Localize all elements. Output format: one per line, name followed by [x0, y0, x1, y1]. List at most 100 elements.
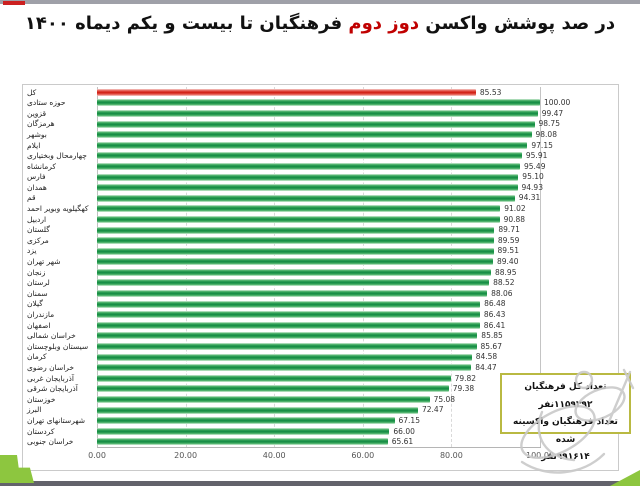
chart-title: در صد پوشش واکسن دوز دوم فرهنگیان تا بیس… [0, 13, 640, 34]
bar-track: 85.67 [97, 341, 618, 352]
bar-value-label: 79.82 [454, 373, 477, 383]
bar-value-label: 98.75 [538, 119, 560, 129]
category-label: هرمزگان [27, 119, 55, 129]
bar-value-label: 91.02 [504, 204, 526, 214]
bar-row: کرمانشاه 95.49 [23, 161, 618, 172]
province-bar [97, 343, 477, 351]
bar-track: 84.47 [97, 362, 618, 373]
bar-value-label: 86.41 [483, 320, 506, 330]
bar-row: سیستان وبلوچستان 85.67 [23, 341, 618, 352]
bar-row: گیلان 86.48 [23, 299, 618, 310]
bar-value-label: 99.47 [541, 108, 564, 118]
bar-row: مازندران 86.43 [23, 309, 618, 320]
category-label: خراسان شمالی [27, 331, 76, 341]
province-bar [97, 374, 451, 382]
bar-value-label: 66.00 [393, 426, 415, 436]
bar-value-label: 98.08 [535, 129, 557, 139]
bar-rows: کل 85.53 حوزه ستادی 100.00 قزوین 99.47 هرمزگان… [23, 87, 618, 447]
bar-row: کهگیلویه وبویر احمد 91.02 [23, 204, 618, 215]
bar-value-label: 85.67 [480, 341, 502, 351]
province-bar [97, 215, 500, 223]
category-label: کهگیلویه وبویر احمد [27, 204, 89, 214]
category-label: خراسان رضوی [27, 362, 75, 372]
category-label: گلستان [27, 225, 50, 235]
province-bar [97, 311, 480, 319]
bar-row: البرز 72.47 [23, 405, 618, 416]
category-label: اردبیل [27, 214, 47, 224]
bottom-divider-bar [0, 481, 640, 486]
province-bar [97, 268, 491, 276]
bar-row: گلستان 89.71 [23, 225, 618, 236]
bar-track: 85.53 [97, 87, 618, 98]
bar-value-label: 86.48 [484, 299, 506, 309]
bar-track: 89.59 [97, 235, 618, 246]
category-label: آذربایجان شرقی [27, 384, 78, 394]
category-label: زنجان [27, 267, 46, 277]
category-label: کردستان [27, 426, 55, 436]
bar-row: سمنان 88.06 [23, 288, 618, 299]
category-label: چهارمحال وبختیاری [27, 151, 87, 161]
category-label: یزد [27, 246, 37, 256]
province-bar [97, 205, 501, 213]
bar-track: 86.41 [97, 320, 618, 331]
bar-track: 89.40 [97, 257, 618, 268]
category-label: قزوین [27, 108, 47, 118]
category-label: کل [27, 87, 37, 97]
chart-title-highlight: دوز دوم [348, 13, 420, 34]
vertical-gridline [451, 87, 453, 447]
province-bar [97, 258, 493, 266]
bar-row: هرمزگان 98.75 [23, 119, 618, 130]
bar-value-label: 85.53 [479, 87, 502, 97]
bar-track: 97.15 [97, 140, 618, 151]
vertical-gridline [274, 87, 276, 447]
bar-row: خراسان جنوبی 65.61 [23, 437, 618, 448]
bar-value-label: 97.15 [531, 140, 553, 150]
bar-value-label: 100.00 [544, 98, 571, 108]
bar-row: آذربایجان شرقی 79.38 [23, 384, 618, 395]
bar-track: 99.47 [97, 108, 618, 119]
bar-track: 86.48 [97, 299, 618, 310]
bar-row: آذربایجان غربی 79.82 [23, 373, 618, 384]
province-bar [97, 290, 488, 298]
province-bar [97, 300, 481, 308]
bar-track: 88.06 [97, 288, 618, 299]
bar-track: 65.61 [97, 437, 618, 448]
bar-row: یزد 89.51 [23, 246, 618, 257]
province-bar [97, 131, 532, 139]
bar-track: 95.10 [97, 172, 618, 183]
bar-row: ایلام 97.15 [23, 140, 618, 151]
category-label: کرمان [27, 352, 47, 362]
category-label: مازندران [27, 310, 55, 320]
bar-row: قزوین 99.47 [23, 108, 618, 119]
province-bar [97, 173, 519, 181]
category-label: ایلام [27, 140, 41, 150]
province-bar [97, 184, 518, 192]
bar-row: کردستان 66.00 [23, 426, 618, 437]
x-axis-tick-label: 60.00 [351, 451, 375, 460]
category-label: خراسان جنوبی [27, 437, 74, 447]
bar-row: خوزستان 75.08 [23, 394, 618, 405]
category-label: آذربایجان غربی [27, 373, 74, 383]
bar-row: همدان 94.93 [23, 182, 618, 193]
bar-track: 86.43 [97, 309, 618, 320]
bar-track: 91.02 [97, 204, 618, 215]
category-label: فارس [27, 172, 46, 182]
x-axis-tick-label: 0.00 [88, 451, 106, 460]
bar-row: زنجان 88.95 [23, 267, 618, 278]
bar-value-label: 85.85 [481, 331, 503, 341]
bar-track: 85.85 [97, 331, 618, 342]
category-label: قم [27, 193, 36, 203]
bar-track: 75.08 [97, 394, 618, 405]
bar-row: خراسان رضوی 84.47 [23, 362, 618, 373]
x-axis-line [97, 447, 541, 448]
province-bar [97, 162, 520, 170]
bar-track: 72.47 [97, 405, 618, 416]
total-bar [97, 88, 476, 96]
category-label: همدان [27, 182, 47, 192]
category-label: کرمانشاه [27, 161, 57, 171]
infobox-line-vaccinated: تعداد فرهنگیان واکسینه شده [513, 417, 618, 445]
bar-value-label: 94.93 [521, 182, 543, 192]
bar-track: 100.00 [97, 98, 618, 109]
bar-value-label: 95.49 [524, 161, 546, 171]
province-bar [97, 353, 472, 361]
